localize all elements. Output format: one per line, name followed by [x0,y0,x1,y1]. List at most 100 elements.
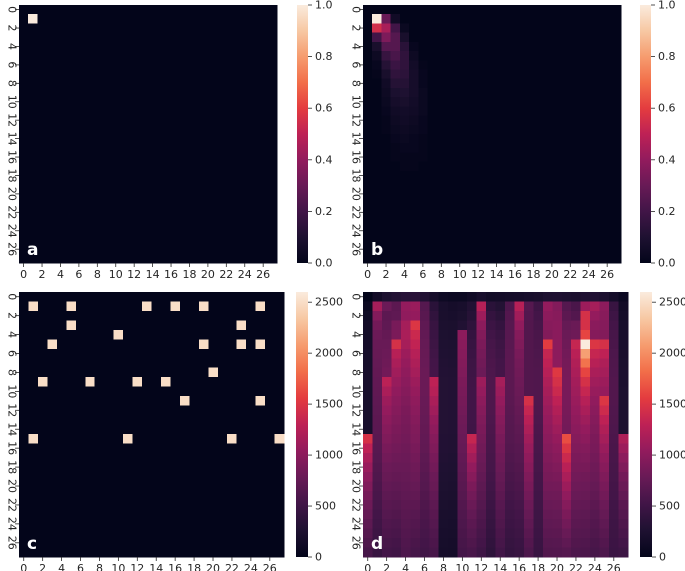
heatmap-cell [419,452,430,463]
heatmap-cell [198,310,209,321]
heatmap-cell [47,462,58,473]
heatmap-cell [467,358,477,369]
heatmap-cell [445,170,456,181]
heatmap-cell [599,424,610,435]
heatmap-cell [519,124,530,135]
heatmap-cell [189,292,200,302]
heatmap-cell [28,424,39,435]
heatmap-cell [519,198,530,209]
heatmap-cell [504,462,515,473]
heatmap-cell [492,60,502,70]
heatmap-cell [363,60,373,70]
heatmap-cell [482,244,493,255]
heatmap-cell [504,452,515,463]
heatmap-cell [111,60,121,70]
heatmap-cell [274,386,285,397]
heatmap-cell [429,538,440,548]
heatmap-cell [138,60,149,70]
heatmap-cell [198,415,209,425]
heatmap-cell [75,471,86,482]
colorbar-tick-label: 1.0 [315,0,333,12]
heatmap-cell [476,405,487,416]
heatmap-cell [230,189,241,199]
heatmap-cell [37,339,48,350]
heatmap-cell [556,235,567,245]
heatmap-cell [429,405,440,416]
heatmap-cell [381,78,392,89]
heatmap-cell [65,32,75,43]
heatmap-cell [85,377,96,388]
heatmap-cell [410,348,421,359]
heatmap-cell [132,433,143,444]
heatmap-cell [574,69,585,80]
heatmap-cell [56,528,67,539]
heatmap-cell [409,115,419,126]
heatmap-cell [482,134,493,144]
heatmap-cell [166,87,177,98]
heatmap-cell [584,124,594,135]
heatmap-cell [255,471,266,482]
heatmap-cell [236,443,247,454]
heatmap-cell [457,348,468,359]
heatmap-cell [120,244,130,255]
heatmap-cell [230,235,241,245]
heatmap-cell [363,433,373,444]
heatmap-cell [166,161,177,172]
heatmap-cell [132,519,143,529]
x-tick-label: 20 [545,268,559,281]
heatmap-cell [590,433,600,444]
heatmap-cell [37,481,48,492]
heatmap-cell [221,106,232,116]
heatmap-cell [571,547,582,558]
heatmap-cell [538,97,548,107]
heatmap-cell [83,32,94,43]
heatmap-cell [599,519,610,529]
heatmap-cell [230,60,241,70]
heatmap-cell [482,87,493,98]
heatmap-cell [561,301,572,312]
heatmap-cell [19,490,29,501]
heatmap-cell [390,189,401,199]
heatmap-cell [19,500,29,511]
heatmap-cell [175,198,186,209]
heatmap-cell [19,5,29,15]
heatmap-cell [448,329,459,340]
heatmap-cell [542,386,553,397]
heatmap-cell [609,329,619,340]
heatmap-cell [123,452,133,463]
heatmap-cell [75,433,86,444]
heatmap-cell [602,253,613,264]
heatmap-cell [92,226,103,236]
heatmap-cell [501,87,511,98]
heatmap-cell [230,134,241,144]
heatmap-cell [504,424,515,435]
heatmap-cell [55,32,66,43]
heatmap-cell [74,78,84,89]
heatmap-cell [363,500,373,511]
heatmap-cell [495,519,506,529]
heatmap-cell [584,41,594,52]
heatmap-cell [528,51,539,61]
heatmap-cell [170,500,181,511]
heatmap-cell [409,152,419,163]
heatmap-cell [457,509,468,520]
heatmap-cell [175,5,186,15]
heatmap-cell [542,292,553,302]
heatmap-cell [37,180,48,190]
heatmap-cell [65,51,75,61]
heatmap-cell [372,509,383,520]
heatmap-cell [83,60,94,70]
heatmap-cell [265,358,275,369]
heatmap-cell [175,134,186,144]
heatmap-cell [142,292,152,302]
heatmap-cell [400,424,411,435]
heatmap-cell [198,509,209,520]
x-tick-label: 10 [111,562,125,571]
heatmap-cell [236,424,247,435]
heatmap-cell [409,189,419,199]
heatmap-cell [552,377,563,388]
heatmap-cell [580,386,591,397]
heatmap-cell [212,226,223,236]
heatmap-cell [189,443,200,454]
heatmap-cell [129,235,140,245]
